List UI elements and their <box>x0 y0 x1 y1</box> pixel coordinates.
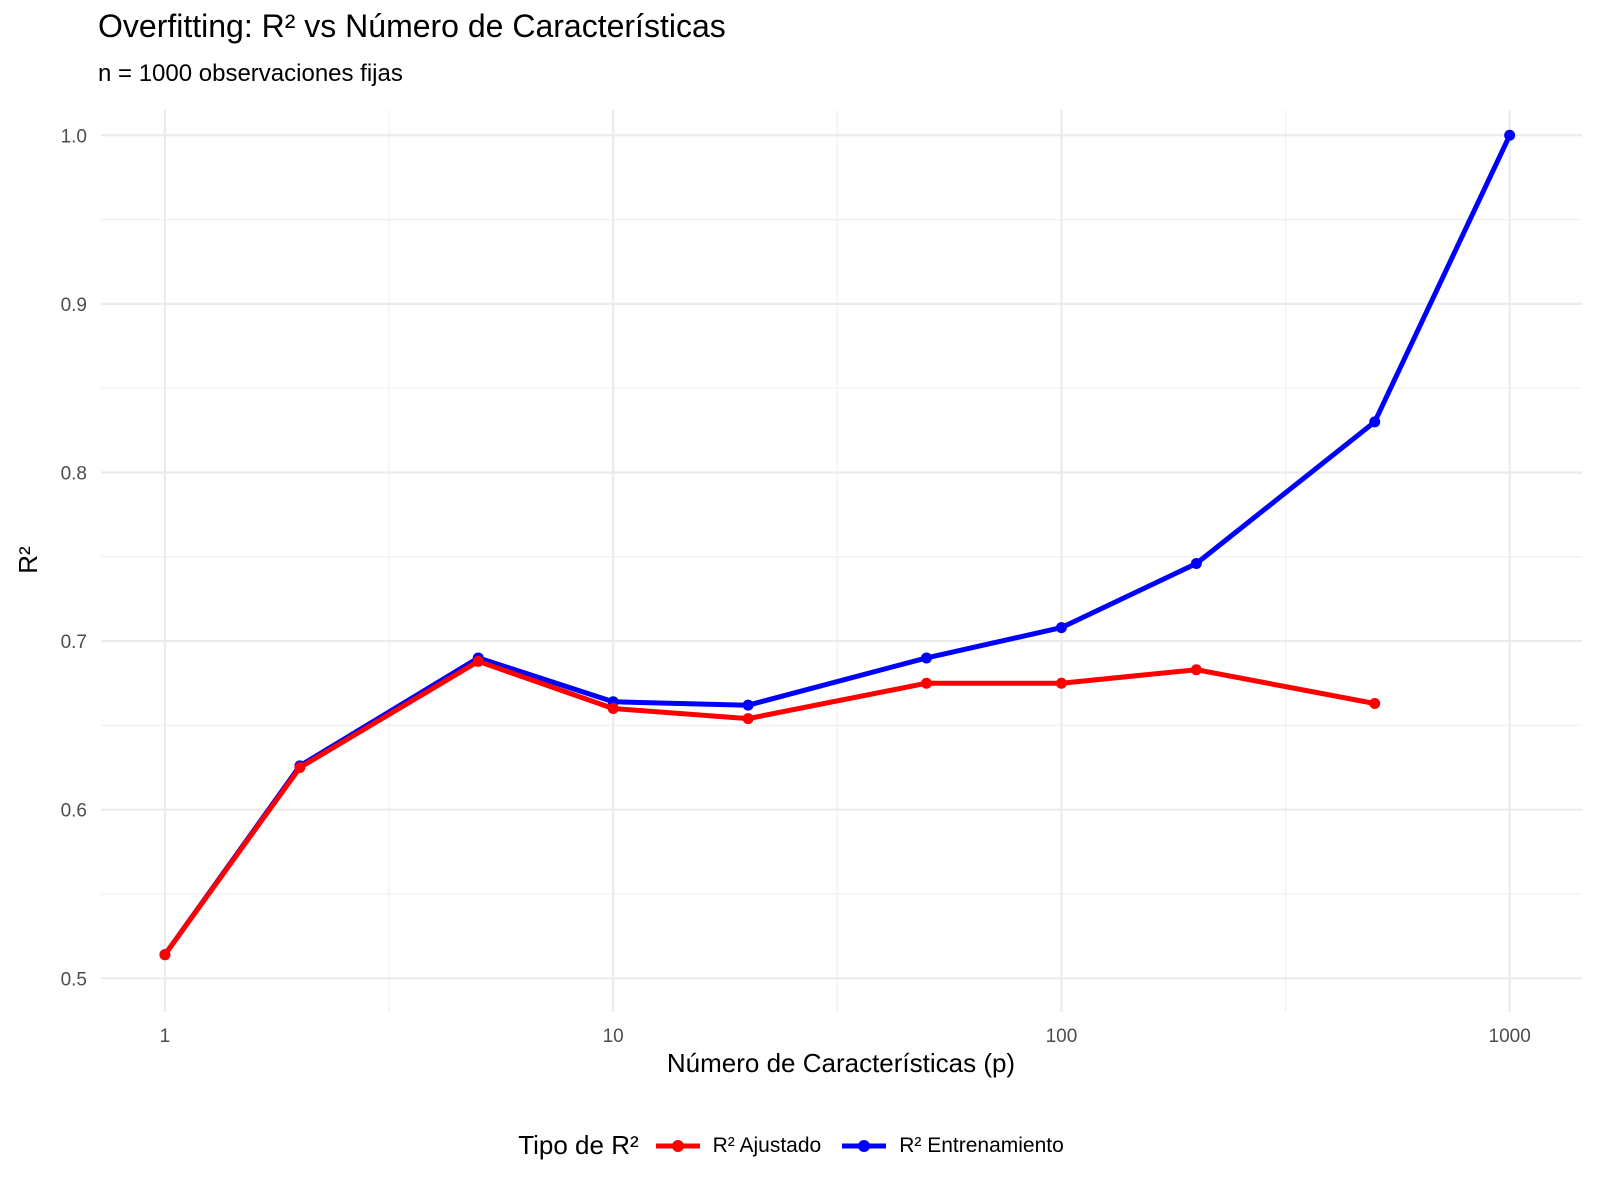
legend-item-ajustado: R² Ajustado <box>653 1133 822 1158</box>
y-tick-label: 0.9 <box>61 295 87 316</box>
data-point-ajustado <box>742 713 754 725</box>
data-point-entrenamiento <box>1055 622 1067 634</box>
chart-subtitle: n = 1000 observaciones fijas <box>98 60 403 87</box>
data-point-ajustado <box>1055 677 1067 689</box>
data-point-ajustado <box>607 703 619 715</box>
data-point-entrenamiento <box>1190 558 1202 570</box>
x-tick-label: 1 <box>160 1026 171 1047</box>
legend-item-entrenamiento: R² Entrenamiento <box>839 1134 1064 1158</box>
grid <box>101 110 1582 1012</box>
y-tick-label: 0.5 <box>61 969 87 990</box>
legend-key-ajustado <box>655 1139 700 1152</box>
data-point-entrenamiento <box>742 699 754 711</box>
data-point-ajustado <box>920 677 932 689</box>
legend-title: Tipo de R² <box>518 1130 639 1160</box>
data-point-ajustado <box>472 655 484 667</box>
legend-label-ajustado: R² Ajustado <box>712 1133 822 1157</box>
y-tick-label: 0.6 <box>61 801 87 822</box>
data-point-entrenamiento <box>1369 416 1381 428</box>
legend: Tipo de R² R² Ajustado R² Entrenamiento <box>0 1130 1600 1161</box>
series-line-ajustado <box>162 658 1378 958</box>
x-tick-label: 10 <box>603 1026 624 1047</box>
x-tick-label: 1000 <box>1489 1026 1531 1047</box>
data-point-ajustado <box>294 762 306 774</box>
y-axis-title: R² <box>13 546 43 574</box>
legend-label-entrenamiento: R² Entrenamiento <box>899 1133 1064 1157</box>
axes: 1 10 100 1000 0.5 0.6 0.7 0.8 0.9 1.0 <box>61 126 1531 1047</box>
y-tick-label: 1.0 <box>61 126 87 147</box>
data-point-ajustado <box>159 949 171 961</box>
y-tick-label: 0.7 <box>61 632 87 653</box>
data-point-ajustado <box>1190 664 1202 676</box>
series-layer <box>159 129 1516 961</box>
y-tick-label: 0.8 <box>61 463 87 484</box>
legend-key-entrenamiento <box>842 1139 887 1152</box>
x-axis-title: Número de Características (p) <box>667 1048 1015 1078</box>
chart-title: Overfitting: R² vs Número de Característ… <box>98 8 726 44</box>
data-point-ajustado <box>1369 697 1381 709</box>
data-point-entrenamiento <box>1504 129 1516 141</box>
x-tick-label: 100 <box>1046 1026 1078 1047</box>
data-point-entrenamiento <box>920 652 932 664</box>
